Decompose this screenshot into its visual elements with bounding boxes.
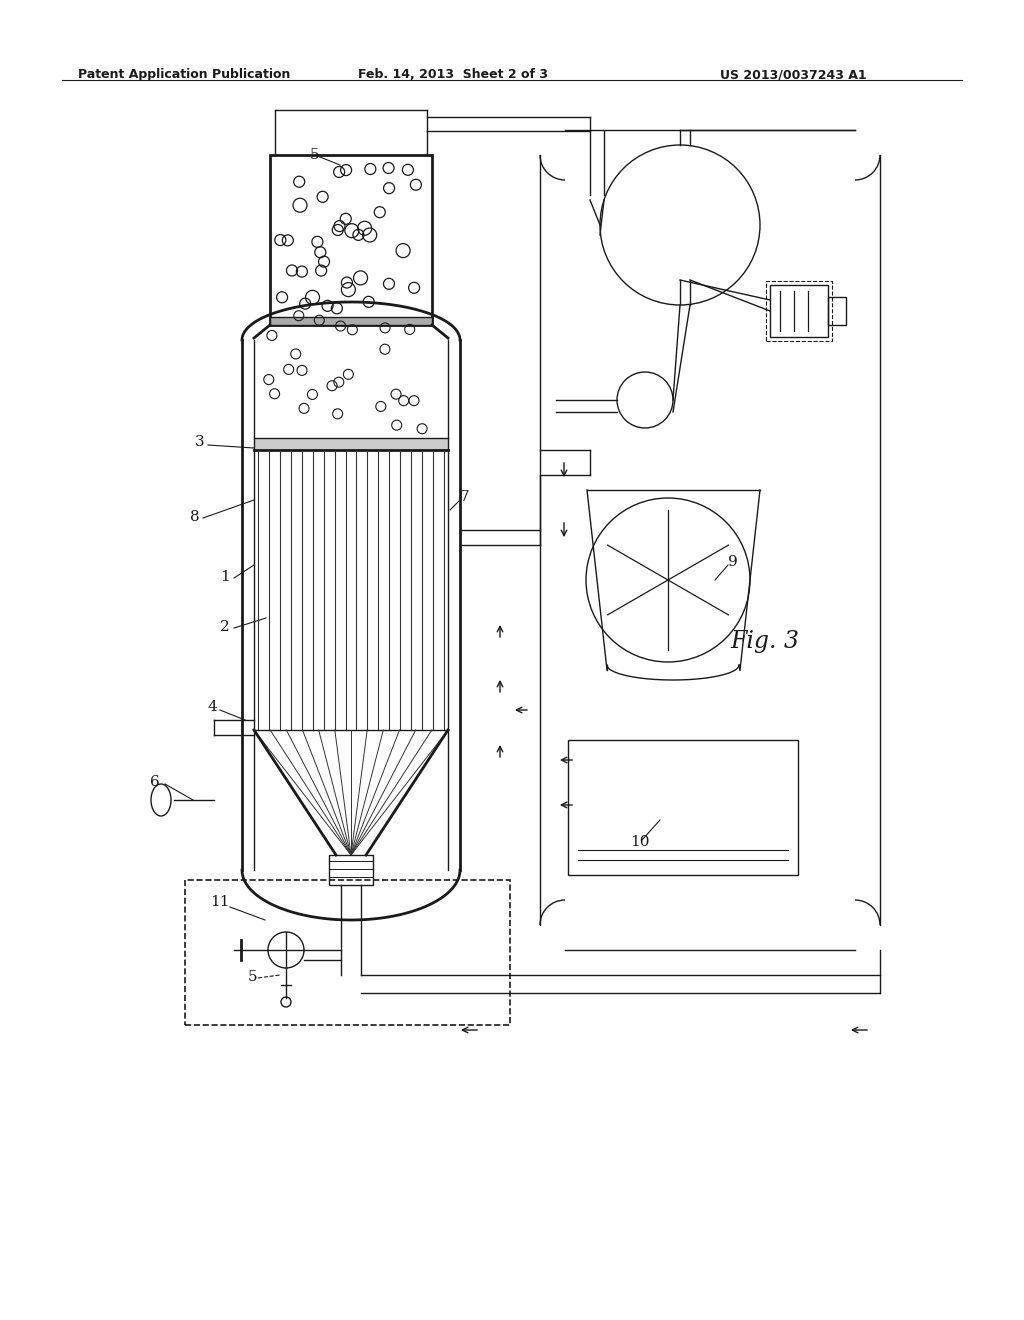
Text: Fig. 3: Fig. 3 [730, 630, 799, 653]
Bar [254, 438, 449, 450]
Text: Feb. 14, 2013  Sheet 2 of 3: Feb. 14, 2013 Sheet 2 of 3 [358, 69, 548, 81]
Text: 6: 6 [150, 775, 160, 789]
Text: 3: 3 [195, 436, 205, 449]
Text: 10: 10 [630, 836, 649, 849]
Bar [329, 855, 373, 884]
Bar [568, 741, 798, 875]
Bar [185, 880, 510, 1026]
Text: 5: 5 [310, 148, 319, 162]
Bar [270, 317, 432, 325]
Text: 5: 5 [248, 970, 258, 983]
Bar [270, 154, 432, 325]
Text: US 2013/0037243 A1: US 2013/0037243 A1 [720, 69, 866, 81]
Text: 2: 2 [220, 620, 229, 634]
Bar [828, 297, 846, 325]
Text: 7: 7 [460, 490, 470, 504]
Text: 11: 11 [210, 895, 229, 909]
Text: 8: 8 [190, 510, 200, 524]
Text: 1: 1 [220, 570, 229, 583]
Text: Patent Application Publication: Patent Application Publication [78, 69, 291, 81]
Bar [770, 285, 828, 337]
Text: 9: 9 [728, 554, 737, 569]
Bar [766, 281, 831, 341]
Text: 4: 4 [208, 700, 218, 714]
